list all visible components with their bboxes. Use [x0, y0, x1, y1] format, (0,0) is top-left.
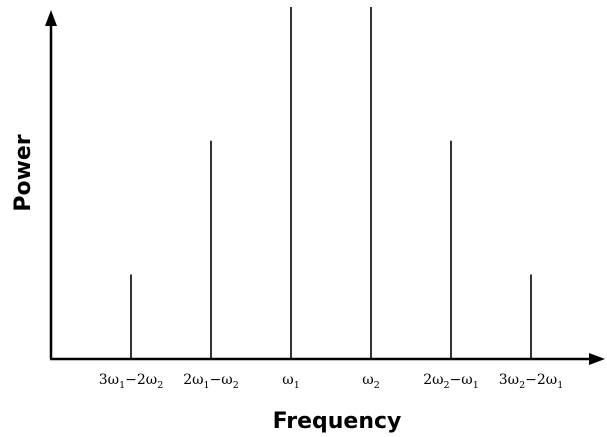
x-tick-label: 3ω2​−2ω1​ [499, 372, 563, 391]
x-tick-label: 3ω1​−2ω2​ [99, 372, 163, 391]
spectral-lines [130, 7, 532, 359]
x-tick-label: 2ω1​−ω2​ [183, 372, 239, 391]
y-axis-arrow [45, 10, 57, 26]
axes [45, 10, 605, 365]
x-axis-title: Frequency [273, 409, 402, 434]
x-axis-arrow [589, 353, 605, 365]
x-tick-label: 2ω2​−ω1​ [423, 372, 479, 391]
x-tick-labels: 3ω1​−2ω2​ 2ω1​−ω2​ ω1​ ω2​ 2ω2​−ω1​ 3ω2​−2ω1​ [99, 372, 563, 391]
y-axis-title: Power [11, 134, 36, 211]
x-tick-label: ω2​ [362, 372, 379, 391]
x-tick-label: ω1​ [282, 372, 299, 391]
